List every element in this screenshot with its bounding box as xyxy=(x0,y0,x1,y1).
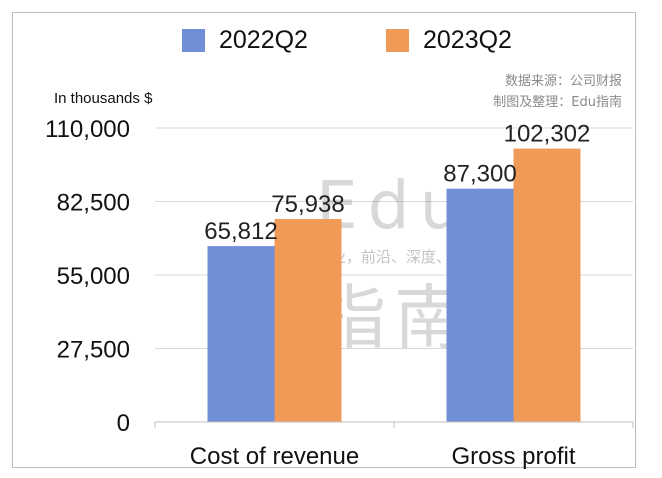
bars-layer xyxy=(207,148,581,423)
data-label: 87,300 xyxy=(443,161,516,188)
y-tick-label: 55,000 xyxy=(57,263,130,290)
source-line-1: 数据来源：公司财报 xyxy=(504,74,622,89)
unit-label: In thousands $ xyxy=(54,90,153,107)
bar-2022q2-1 xyxy=(446,188,514,422)
y-tick-label: 110,000 xyxy=(45,116,130,143)
legend-swatch-2023q2 xyxy=(386,28,409,52)
bar-2023q2-1 xyxy=(513,148,581,423)
data-label: 75,938 xyxy=(271,191,344,218)
data-label: 102,302 xyxy=(504,121,591,148)
x-category-label: Gross profit xyxy=(451,443,575,470)
y-tick-label: 27,500 xyxy=(57,337,130,364)
bar-2023q2-0 xyxy=(274,219,342,422)
bar-2022q2-0 xyxy=(207,246,275,422)
legend-item-2023q2: 2023Q2 xyxy=(386,26,512,54)
y-tick-label: 82,500 xyxy=(57,190,130,217)
legend-swatch-2022q2 xyxy=(182,28,205,52)
data-label: 65,812 xyxy=(204,218,277,245)
source-line-2: 制图及整理：Edu指南 xyxy=(493,95,622,110)
legend-item-2022q2: 2022Q2 xyxy=(182,26,308,54)
y-tick-label: 0 xyxy=(117,410,130,437)
axis-layer: 0 27,500 55,000 82,500 110,000 Cost of revenu… xyxy=(45,116,634,470)
legend-label-2022q2: 2022Q2 xyxy=(219,26,308,54)
x-category-label: Cost of revenue xyxy=(190,443,359,470)
legend-label-2023q2: 2023Q2 xyxy=(423,26,512,54)
